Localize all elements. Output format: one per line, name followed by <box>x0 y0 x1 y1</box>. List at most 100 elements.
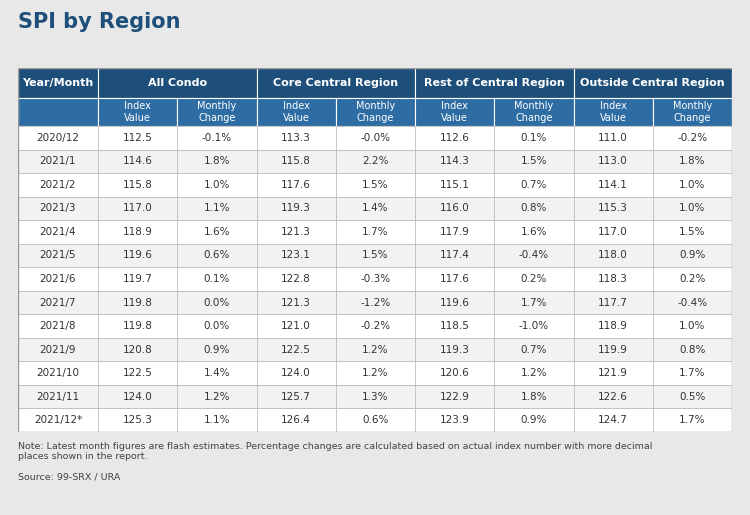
Bar <box>494 267 574 291</box>
Text: 121.9: 121.9 <box>598 368 628 378</box>
Bar <box>98 98 177 126</box>
Bar <box>574 385 652 408</box>
Bar <box>18 362 732 385</box>
Bar <box>336 173 415 197</box>
Bar <box>98 197 177 220</box>
Bar <box>256 385 336 408</box>
Text: 1.7%: 1.7% <box>680 368 706 378</box>
Bar <box>177 126 256 149</box>
Text: 114.1: 114.1 <box>598 180 628 190</box>
Text: 122.5: 122.5 <box>281 345 311 355</box>
Bar <box>98 149 177 173</box>
Bar <box>18 314 98 338</box>
Bar <box>98 244 177 267</box>
Bar <box>574 244 652 267</box>
Bar <box>256 149 336 173</box>
Bar <box>574 149 652 173</box>
Bar <box>415 126 494 149</box>
Text: -0.4%: -0.4% <box>519 250 549 261</box>
Bar <box>177 362 256 385</box>
Bar <box>18 220 98 244</box>
Bar <box>256 338 336 362</box>
Text: 1.5%: 1.5% <box>362 180 388 190</box>
Text: Year/Month: Year/Month <box>22 78 94 88</box>
Text: 119.8: 119.8 <box>123 321 152 331</box>
Text: 117.6: 117.6 <box>281 180 311 190</box>
Bar <box>98 291 177 314</box>
Text: 119.3: 119.3 <box>281 203 311 213</box>
Bar <box>415 173 494 197</box>
Text: 0.0%: 0.0% <box>204 321 230 331</box>
Text: Index
Value: Index Value <box>124 101 151 123</box>
Text: 1.2%: 1.2% <box>362 345 388 355</box>
Text: Monthly
Change: Monthly Change <box>514 101 554 123</box>
Text: 122.8: 122.8 <box>281 274 311 284</box>
Text: 1.2%: 1.2% <box>520 368 547 378</box>
Text: 1.8%: 1.8% <box>520 392 547 402</box>
Text: 0.6%: 0.6% <box>204 250 230 261</box>
Text: -0.2%: -0.2% <box>360 321 391 331</box>
Text: -0.2%: -0.2% <box>677 133 707 143</box>
Bar <box>494 338 574 362</box>
Text: -0.0%: -0.0% <box>360 133 390 143</box>
Text: Core Central Region: Core Central Region <box>273 78 398 88</box>
Bar <box>652 126 732 149</box>
Bar <box>415 197 494 220</box>
Text: 122.5: 122.5 <box>123 368 152 378</box>
Bar <box>18 362 98 385</box>
Bar <box>256 408 336 432</box>
Text: 0.2%: 0.2% <box>680 274 706 284</box>
Bar <box>177 314 256 338</box>
Text: Monthly
Change: Monthly Change <box>356 101 395 123</box>
Text: 1.4%: 1.4% <box>362 203 388 213</box>
Text: 119.9: 119.9 <box>598 345 628 355</box>
Bar <box>177 197 256 220</box>
Bar <box>415 408 494 432</box>
Bar <box>652 408 732 432</box>
Text: 2021/9: 2021/9 <box>40 345 76 355</box>
Bar <box>18 338 98 362</box>
Bar <box>494 197 574 220</box>
Bar <box>574 314 652 338</box>
Bar <box>18 98 98 126</box>
Text: 121.3: 121.3 <box>281 227 311 237</box>
Bar <box>256 220 336 244</box>
Text: 119.7: 119.7 <box>123 274 152 284</box>
Text: 124.7: 124.7 <box>598 415 628 425</box>
Text: 121.3: 121.3 <box>281 298 311 307</box>
Text: 115.8: 115.8 <box>123 180 152 190</box>
Bar <box>18 408 732 432</box>
Bar <box>98 314 177 338</box>
Text: -1.2%: -1.2% <box>360 298 391 307</box>
Text: 1.0%: 1.0% <box>680 321 706 331</box>
Bar <box>415 244 494 267</box>
Bar <box>177 291 256 314</box>
Text: 0.9%: 0.9% <box>520 415 547 425</box>
Text: 2021/8: 2021/8 <box>40 321 76 331</box>
Text: 0.8%: 0.8% <box>520 203 547 213</box>
Bar <box>652 149 732 173</box>
Text: Index
Value: Index Value <box>600 101 626 123</box>
Text: 0.9%: 0.9% <box>204 345 230 355</box>
Bar <box>256 173 336 197</box>
Text: 116.0: 116.0 <box>440 203 470 213</box>
Text: 2021/10: 2021/10 <box>37 368 80 378</box>
Bar <box>18 126 732 149</box>
Text: 113.0: 113.0 <box>598 157 628 166</box>
Bar <box>494 314 574 338</box>
Text: 1.5%: 1.5% <box>520 157 547 166</box>
Text: 113.3: 113.3 <box>281 133 311 143</box>
Text: Outside Central Region: Outside Central Region <box>580 78 725 88</box>
Text: 1.6%: 1.6% <box>203 227 230 237</box>
Text: 1.5%: 1.5% <box>362 250 388 261</box>
Bar <box>415 68 574 98</box>
Bar <box>415 314 494 338</box>
Bar <box>18 149 732 173</box>
Text: 1.0%: 1.0% <box>204 180 230 190</box>
Bar <box>98 338 177 362</box>
Text: 1.5%: 1.5% <box>680 227 706 237</box>
Text: 1.8%: 1.8% <box>203 157 230 166</box>
Text: Index
Value: Index Value <box>283 101 310 123</box>
Bar <box>256 197 336 220</box>
Text: Source: 99-SRX / URA: Source: 99-SRX / URA <box>18 472 120 481</box>
